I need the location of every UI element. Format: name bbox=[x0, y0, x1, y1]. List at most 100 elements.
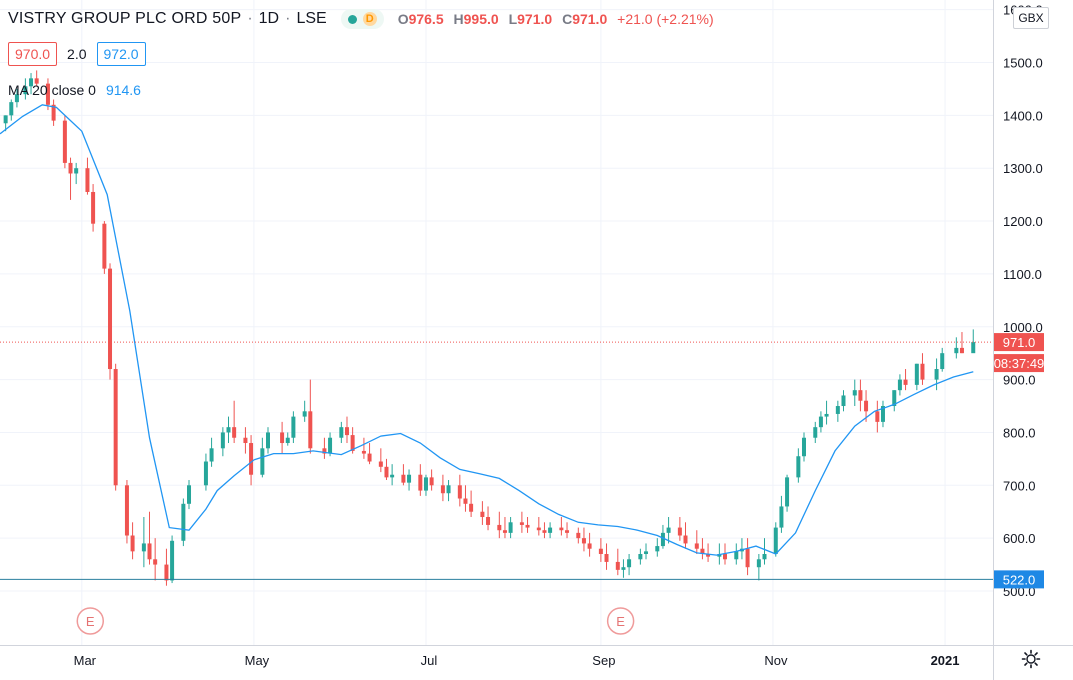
candle-body bbox=[187, 485, 192, 504]
market-status-pill[interactable]: D bbox=[340, 9, 384, 29]
candle-body bbox=[440, 485, 445, 494]
open-key: O bbox=[397, 11, 409, 27]
candle-body bbox=[423, 477, 428, 491]
candle-body bbox=[841, 395, 846, 407]
candle-body bbox=[102, 223, 107, 269]
candle-body bbox=[446, 485, 451, 494]
close-value: 971.0 bbox=[572, 11, 608, 27]
y-tick-label: 700.0 bbox=[1003, 478, 1036, 493]
x-tick-label: 2021 bbox=[931, 653, 960, 668]
candle-body bbox=[45, 83, 50, 105]
chart-legend: VISTRY GROUP PLC ORD 50P · 1D · LSE D O9… bbox=[8, 9, 720, 29]
x-tick-label: Mar bbox=[74, 653, 97, 668]
candle-body bbox=[486, 517, 491, 525]
candle-body bbox=[384, 466, 389, 478]
candle-body bbox=[920, 363, 925, 380]
candle-body bbox=[308, 411, 313, 449]
candle-body bbox=[581, 538, 586, 544]
candle-body bbox=[818, 416, 823, 428]
candle-body bbox=[108, 268, 113, 370]
gear-icon[interactable] bbox=[1020, 648, 1042, 670]
interval-label[interactable]: 1D bbox=[258, 10, 280, 27]
countdown-badge-bg bbox=[994, 354, 1044, 373]
candle-body bbox=[666, 527, 671, 533]
candle-body bbox=[344, 427, 349, 436]
candle-body bbox=[463, 498, 468, 504]
candle-body bbox=[350, 435, 355, 451]
candle-body bbox=[745, 548, 750, 568]
candle-body bbox=[548, 527, 553, 533]
currency-button[interactable]: GBX bbox=[1013, 7, 1049, 29]
candle-body bbox=[378, 461, 383, 467]
candle-body bbox=[875, 411, 880, 422]
indicator-legend[interactable]: MA 20 close 0 914.6 bbox=[8, 82, 141, 98]
candle-body bbox=[429, 477, 434, 486]
candle-body bbox=[497, 524, 502, 531]
candle-body bbox=[892, 390, 897, 407]
candle-body bbox=[852, 390, 857, 396]
x-tick-label: Nov bbox=[764, 653, 788, 668]
spread-value: 2.0 bbox=[67, 46, 87, 62]
buy-price-button[interactable]: 972.0 bbox=[96, 42, 146, 66]
candle-body bbox=[469, 503, 474, 512]
candle-body bbox=[68, 162, 73, 174]
candle-body bbox=[62, 120, 67, 163]
candle-body bbox=[265, 432, 270, 449]
candle-body bbox=[249, 443, 254, 475]
earnings-marker-label: E bbox=[86, 614, 95, 629]
countdown-badge: 08:37:49 bbox=[994, 356, 1045, 371]
candle-body bbox=[302, 411, 307, 417]
candle-body bbox=[34, 78, 39, 84]
candle-body bbox=[598, 548, 603, 555]
candle-body bbox=[971, 342, 976, 354]
candle-body bbox=[525, 524, 530, 528]
candle-body bbox=[9, 102, 14, 116]
candle-body bbox=[655, 546, 660, 552]
candle-body bbox=[508, 522, 513, 533]
candle-body bbox=[959, 347, 964, 354]
candle-body bbox=[164, 564, 169, 581]
candle-body bbox=[339, 427, 344, 438]
candle-body bbox=[627, 559, 632, 568]
earnings-marker[interactable]: E bbox=[76, 607, 105, 635]
y-tick-label: 1200.0 bbox=[1003, 214, 1043, 229]
earnings-marker[interactable]: E bbox=[606, 607, 635, 635]
candle-body bbox=[232, 427, 237, 438]
candle-body bbox=[14, 94, 19, 103]
indicator-value: 914.6 bbox=[105, 82, 141, 98]
candle-body bbox=[565, 530, 570, 533]
earnings-marker-circle bbox=[606, 607, 635, 635]
candle-body bbox=[638, 554, 643, 560]
candle-body bbox=[74, 168, 79, 174]
candle-body bbox=[243, 437, 248, 444]
candle-body bbox=[226, 427, 231, 433]
indicator-label[interactable]: MA 20 close 0 bbox=[8, 82, 96, 98]
candle-body bbox=[934, 369, 939, 380]
separator: · bbox=[285, 10, 291, 27]
ohlc-values: O976.5 H995.0 L971.0 C971.0 +21.0 (+2.21… bbox=[398, 11, 720, 27]
candle-body bbox=[717, 554, 722, 557]
sell-price-button[interactable]: 970.0 bbox=[8, 42, 58, 66]
candle-body bbox=[694, 543, 699, 549]
candle-body bbox=[3, 115, 8, 124]
candle-body bbox=[683, 535, 688, 544]
candle-body bbox=[785, 477, 790, 507]
quote-row: 970.0 2.0 972.0 bbox=[8, 42, 146, 66]
candle-body bbox=[407, 474, 412, 483]
low-value: 971.0 bbox=[517, 11, 553, 27]
candle-body bbox=[903, 379, 908, 385]
candle-body bbox=[260, 448, 265, 475]
candle-body bbox=[587, 543, 592, 549]
symbol-name[interactable]: VISTRY GROUP PLC ORD 50P bbox=[8, 10, 242, 27]
x-tick-label: May bbox=[245, 653, 270, 668]
open-value: 976.5 bbox=[408, 11, 444, 27]
candle-body bbox=[85, 168, 90, 192]
high-value: 995.0 bbox=[463, 11, 499, 27]
candle-body bbox=[734, 551, 739, 560]
candle-body bbox=[51, 104, 56, 121]
y-tick-label: 600.0 bbox=[1003, 531, 1036, 546]
candle-body bbox=[203, 461, 208, 486]
candle-body bbox=[322, 448, 327, 454]
